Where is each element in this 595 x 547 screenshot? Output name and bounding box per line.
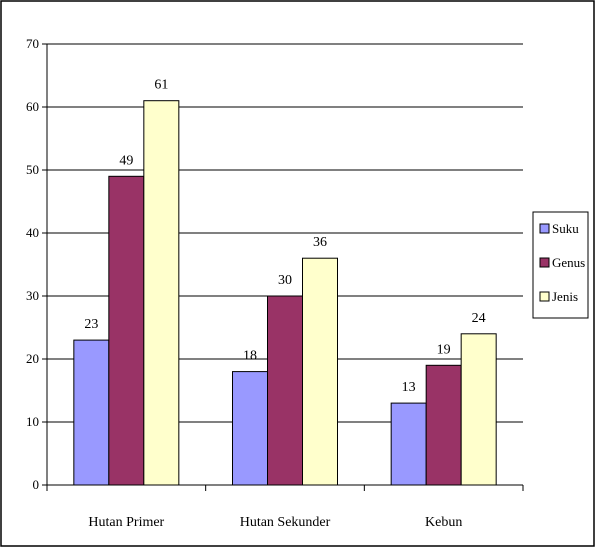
data-label: 30 <box>278 273 292 288</box>
legend-swatch-jenis <box>539 291 550 302</box>
data-label: 49 <box>119 153 133 168</box>
x-category-label: Hutan Primer <box>88 515 164 530</box>
bar-jenis <box>302 257 338 486</box>
legend-label: Genus <box>552 255 585 270</box>
legend-label: Suku <box>552 221 579 236</box>
bar-genus <box>108 175 145 486</box>
y-tick-label: 60 <box>26 99 39 114</box>
bar-genus <box>267 295 303 486</box>
data-label: 36 <box>313 235 327 250</box>
bar-suku <box>390 402 427 486</box>
legend-label: Jenis <box>552 289 578 304</box>
labels-layer: 23 49 61 Hutan Primer 18 30 36 Hutan Sekunder 13… <box>84 78 485 530</box>
axes-layer: 0 10 20 30 40 50 60 70 <box>26 36 524 492</box>
y-tick-label: 20 <box>26 351 39 366</box>
legend-swatch-genus <box>539 257 550 268</box>
data-label: 23 <box>84 317 98 332</box>
data-label: 13 <box>402 380 416 395</box>
x-category-label: Hutan Sekunder <box>240 515 331 530</box>
y-tick-label: 10 <box>26 414 39 429</box>
data-label: 18 <box>243 349 257 364</box>
bar-suku <box>232 371 268 486</box>
bar-jenis <box>460 333 497 486</box>
x-category-label: Kebun <box>425 515 462 530</box>
y-tick-label: 0 <box>33 477 40 492</box>
bar-jenis <box>143 100 180 486</box>
data-label: 24 <box>472 311 486 326</box>
bars-layer <box>73 100 497 486</box>
y-tick-label: 40 <box>26 225 39 240</box>
bar-genus <box>425 364 462 486</box>
bar-suku <box>73 339 110 486</box>
y-tick-label: 50 <box>26 162 39 177</box>
data-label: 19 <box>437 342 451 357</box>
legend-swatch-suku <box>539 223 550 234</box>
y-tick-label: 30 <box>26 288 39 303</box>
data-label: 61 <box>154 78 168 93</box>
legend: Suku Genus Jenis <box>532 211 589 319</box>
y-tick-label: 70 <box>26 36 39 51</box>
